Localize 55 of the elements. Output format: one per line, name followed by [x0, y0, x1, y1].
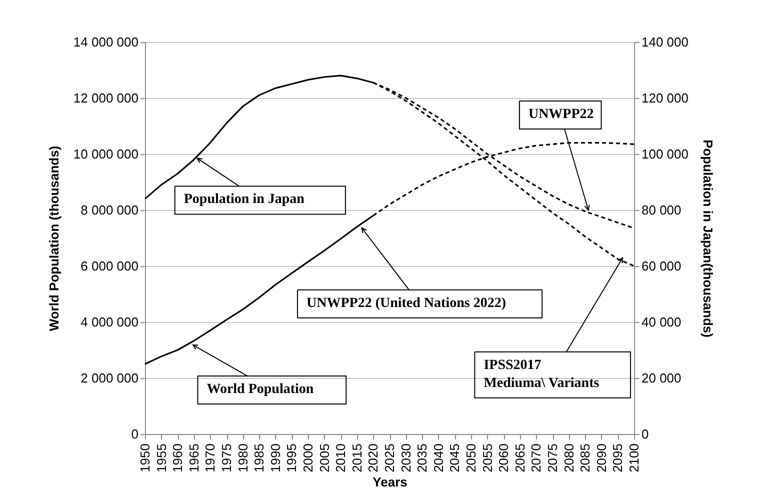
x-tick-label: 2070 [528, 444, 544, 472]
x-tick-label: 2055 [480, 444, 495, 472]
x-tick-label: 2030 [398, 444, 414, 472]
y2-axis-title: Population in Japan(thousands) [700, 140, 716, 338]
y2-tick-label: 60 000 [642, 258, 682, 274]
x-tick-label: 2015 [349, 444, 364, 472]
x-axis-title: Years [372, 474, 408, 490]
y2-tick-label: 140 000 [642, 34, 688, 50]
x-tick-label: 1955 [154, 444, 169, 472]
x-tick-label: 2100 [626, 444, 642, 472]
x-tick-label: 1990 [268, 444, 283, 472]
x-tick-label: 1960 [170, 444, 186, 472]
x-tick-label: 2085 [578, 444, 593, 472]
x-tick-label: 2005 [316, 444, 332, 472]
x-tick-label: 2025 [382, 444, 397, 472]
y-tick-label: 8 000 000 [80, 202, 138, 218]
x-tick-label: 2010 [333, 444, 348, 472]
y2-tick-label: 100 000 [642, 146, 688, 162]
y-tick-label: 14 000 000 [73, 34, 138, 50]
x-tick-label: 1950 [138, 444, 152, 472]
x-tick-label: 1975 [219, 444, 234, 472]
x-tick-label: 2080 [561, 444, 576, 472]
annotation: IPSS2017 Mediuma\ Variants [484, 358, 600, 391]
y-tick-label: 0 [131, 426, 138, 442]
x-tick-label: 1970 [202, 444, 218, 472]
x-tick-label: 2020 [366, 444, 381, 472]
x-tick-label: 2095 [610, 444, 626, 472]
x-tick-label: 1995 [284, 444, 300, 472]
x-tick-label: 2050 [464, 444, 478, 472]
y-tick-label: 2 000 000 [80, 370, 138, 386]
x-tick-label: 2040 [430, 444, 446, 472]
y-axis-title: World Population (thousands) [46, 146, 62, 332]
y-tick-label: 12 000 000 [73, 90, 138, 106]
y2-tick-label: 80 000 [642, 202, 682, 218]
x-tick-label: 2000 [300, 444, 316, 472]
x-tick-label: 1985 [252, 444, 267, 472]
y-tick-label: 10 000 000 [73, 146, 138, 162]
annotation: Population in Japan [184, 192, 305, 208]
x-tick-label: 1965 [186, 444, 202, 472]
y2-tick-label: 0 [642, 426, 649, 442]
y2-tick-label: 120 000 [642, 90, 688, 106]
x-tick-label: 2075 [545, 444, 560, 472]
annotation: UNWPP22 [528, 107, 594, 122]
x-tick-label: 1980 [235, 444, 250, 472]
x-tick-label: 2065 [512, 444, 528, 472]
x-tick-label: 2035 [414, 444, 430, 472]
annotation: World Population [206, 382, 314, 397]
y-tick-label: 6 000 000 [80, 258, 138, 274]
y-tick-label: 4 000 000 [80, 314, 138, 330]
x-tick-label: 2060 [496, 444, 512, 472]
x-tick-label: 2090 [594, 444, 609, 472]
x-tick-label: 2045 [447, 444, 462, 472]
y2-tick-label: 20 000 [642, 370, 682, 386]
y2-tick-label: 40 000 [642, 314, 682, 330]
annotation: UNWPP22 (United Nations 2022) [306, 296, 506, 311]
